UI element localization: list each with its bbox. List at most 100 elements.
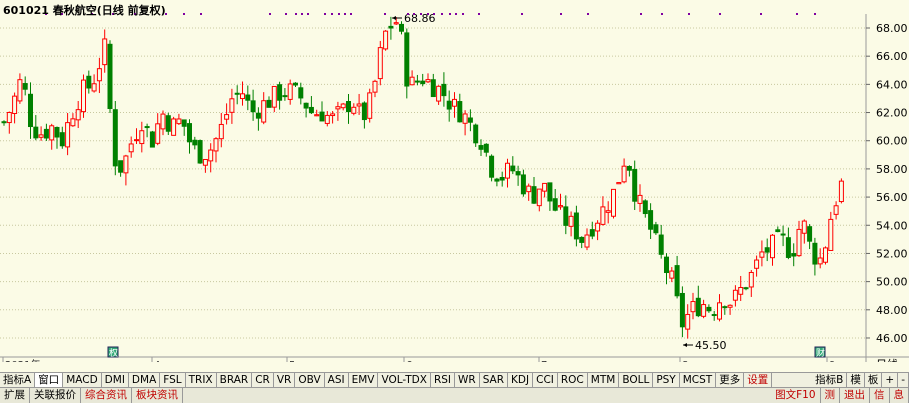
event-marker[interactable] [338, 13, 340, 15]
cai-marker[interactable]: 财 [816, 347, 825, 359]
candle-body [813, 243, 817, 264]
candle-body [559, 206, 563, 207]
candle-body [543, 183, 547, 191]
status-tab[interactable]: 板块资讯 [132, 388, 183, 403]
status-tab[interactable]: 综合资讯 [81, 388, 132, 403]
toolbar-item[interactable]: VR [274, 373, 295, 388]
event-marker[interactable] [478, 13, 480, 15]
event-marker[interactable] [640, 13, 642, 15]
candle-body [166, 116, 170, 132]
toolbar-item[interactable]: CR [252, 373, 274, 388]
event-marker[interactable] [420, 13, 422, 15]
event-marker[interactable] [307, 13, 309, 15]
event-marker[interactable] [449, 13, 451, 15]
candle-body [336, 107, 340, 109]
time-tick-label: 9 [829, 360, 835, 362]
event-marker[interactable] [688, 13, 690, 15]
toolbar-item[interactable]: EMV [349, 373, 379, 388]
status-tab[interactable]: 扩展 [0, 388, 30, 403]
toolbar-item[interactable]: DMI [102, 373, 129, 388]
candle-body [55, 127, 59, 137]
candle-body [733, 290, 737, 300]
toolbar-right-item[interactable]: 模 [847, 373, 865, 388]
event-marker[interactable] [560, 13, 562, 15]
toolbar-item[interactable]: SAR [480, 373, 508, 388]
zoom-plus-button[interactable]: + [882, 373, 898, 388]
kline-chart[interactable]: 68.0066.0064.0062.0060.0058.0056.0054.00… [0, 0, 909, 362]
event-marker[interactable] [587, 13, 589, 15]
status-right-item[interactable]: 息 [890, 388, 909, 403]
event-marker[interactable] [269, 13, 271, 15]
toolbar-item[interactable]: MCST [680, 373, 716, 388]
event-marker[interactable] [441, 13, 443, 15]
candle-body [23, 84, 27, 90]
toolbar-item[interactable]: MACD [63, 373, 101, 388]
event-marker[interactable] [433, 13, 435, 15]
candle-body [150, 132, 154, 147]
candle-body [241, 94, 245, 99]
event-marker[interactable] [285, 13, 287, 15]
candle-body [622, 166, 626, 182]
event-marker[interactable] [350, 13, 352, 15]
candle-body [627, 166, 631, 170]
toolbar-item[interactable]: OBV [295, 373, 324, 388]
event-marker[interactable] [384, 13, 386, 15]
toolbar-item[interactable]: 设置 [744, 373, 772, 388]
status-tab[interactable]: 关联报价 [30, 388, 81, 403]
event-marker[interactable] [200, 13, 202, 15]
candle-body [638, 195, 642, 203]
toolbar-item[interactable]: 指标A [0, 373, 35, 388]
status-right-item[interactable]: 图文F10 [771, 388, 820, 403]
toolbar-item[interactable]: VOL-TDX [378, 373, 430, 388]
toolbar-right-item[interactable]: 指标B [812, 373, 847, 388]
time-tick-label: 2021年 [5, 358, 40, 362]
event-marker[interactable] [796, 13, 798, 15]
candle-body [665, 257, 669, 272]
event-marker[interactable] [719, 13, 721, 15]
event-marker[interactable] [295, 13, 297, 15]
candle-body [82, 80, 86, 112]
candle-body [521, 175, 525, 194]
toolbar-item[interactable]: FSL [160, 373, 185, 388]
status-right-item[interactable]: 信 [870, 388, 890, 403]
candle-body [177, 119, 181, 124]
toolbar-item[interactable]: ASI [325, 373, 349, 388]
toolbar-item[interactable]: PSY [653, 373, 679, 388]
event-marker[interactable] [331, 13, 333, 15]
candle-body [182, 120, 186, 126]
event-marker[interactable] [814, 13, 816, 15]
event-marker[interactable] [407, 13, 409, 15]
event-marker[interactable] [301, 13, 303, 15]
toolbar-item[interactable]: RSI [431, 373, 455, 388]
toolbar-item[interactable]: ROC [558, 373, 588, 388]
toolbar-item[interactable]: MTM [588, 373, 620, 388]
event-marker[interactable] [427, 13, 429, 15]
toolbar-item[interactable]: DMA [129, 373, 160, 388]
event-marker[interactable] [521, 13, 523, 15]
toolbar-item[interactable]: CCI [533, 373, 558, 388]
event-marker[interactable] [661, 13, 663, 15]
event-marker[interactable] [324, 13, 326, 15]
toolbar-item[interactable]: KDJ [508, 373, 533, 388]
event-marker[interactable] [413, 13, 415, 15]
candle-body [781, 234, 785, 235]
toolbar-item[interactable]: TRIX [186, 373, 217, 388]
event-marker[interactable] [462, 13, 464, 15]
status-right-item[interactable]: 退出 [840, 388, 870, 403]
toolbar-item[interactable]: 更多 [716, 373, 744, 388]
toolbar-item[interactable]: BRAR [217, 373, 253, 388]
zoom-minus-button[interactable]: - [898, 373, 909, 388]
quan-marker[interactable]: 权 [109, 347, 118, 359]
event-marker[interactable] [344, 13, 346, 15]
candle-body [776, 230, 780, 232]
price-tick-label: 66.00 [876, 50, 908, 63]
status-right-item[interactable]: 测 [821, 388, 841, 403]
toolbar-item[interactable]: WR [455, 373, 480, 388]
event-marker[interactable] [760, 13, 762, 15]
event-marker[interactable] [183, 13, 185, 15]
toolbar-item[interactable]: 窗口 [35, 373, 63, 388]
toolbar-item[interactable]: BOLL [619, 373, 653, 388]
toolbar-right-item[interactable]: 板 [865, 373, 883, 388]
event-marker[interactable] [455, 13, 457, 15]
